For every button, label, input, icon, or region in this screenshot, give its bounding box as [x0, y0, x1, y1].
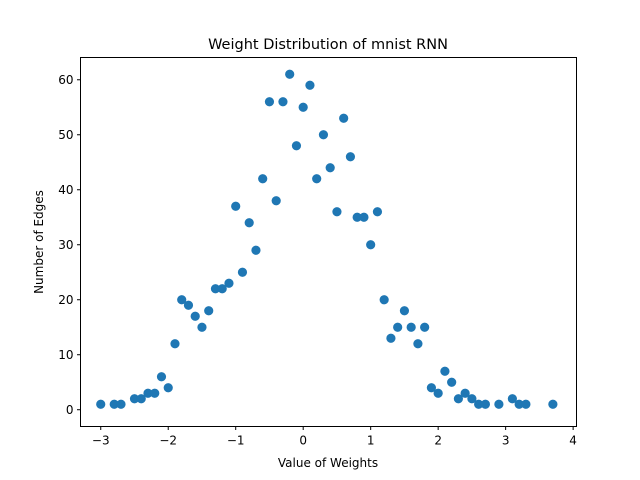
plot-frame	[80, 57, 577, 427]
data-points	[96, 69, 558, 409]
data-point	[393, 322, 403, 332]
data-point	[116, 399, 126, 409]
x-tick-label: −1	[227, 434, 245, 448]
y-tick-label: 60	[58, 73, 73, 87]
y-tick-label: 10	[58, 348, 73, 362]
data-point	[285, 69, 295, 79]
data-point	[480, 399, 490, 409]
data-point	[237, 267, 248, 277]
data-point	[352, 212, 362, 222]
x-tick-label: 3	[502, 434, 510, 448]
data-point	[244, 218, 254, 228]
data-point	[406, 322, 416, 332]
y-tick-label: 0	[66, 403, 74, 417]
data-point	[467, 394, 477, 404]
data-point	[494, 399, 504, 409]
data-point	[143, 388, 153, 398]
x-axis-ticks: −3 −2 −1 0 1 2 3 4	[92, 426, 577, 448]
data-point	[197, 322, 207, 332]
data-point	[332, 207, 342, 217]
y-tick-label: 40	[58, 183, 73, 197]
data-point	[156, 372, 167, 382]
data-point	[177, 295, 187, 305]
data-point	[433, 388, 443, 398]
data-point	[150, 388, 160, 398]
data-point	[129, 394, 140, 404]
data-point	[366, 240, 376, 250]
data-point	[426, 383, 437, 393]
data-point	[312, 174, 322, 184]
data-point	[278, 97, 288, 107]
x-axis-label: Value of Weights	[278, 456, 378, 470]
x-tick-label: −3	[92, 434, 110, 448]
data-point	[291, 141, 302, 151]
x-tick-label: −2	[159, 434, 177, 448]
data-point	[318, 130, 329, 140]
y-tick-label: 50	[58, 128, 73, 142]
data-point	[204, 306, 214, 316]
data-point	[170, 339, 180, 349]
y-tick-label: 30	[58, 238, 73, 252]
data-point	[372, 207, 383, 217]
data-point	[386, 333, 396, 343]
data-point	[163, 383, 173, 393]
data-point	[460, 388, 470, 398]
x-tick-label: 4	[569, 434, 577, 448]
x-tick-label: 0	[299, 434, 307, 448]
data-point	[399, 306, 410, 316]
data-point	[474, 399, 484, 409]
x-tick-label: 1	[367, 434, 375, 448]
y-tick-label: 20	[58, 293, 73, 307]
data-point	[109, 399, 119, 409]
data-point	[440, 366, 450, 376]
data-point	[136, 394, 146, 404]
data-point	[339, 113, 349, 123]
data-point	[420, 322, 430, 332]
data-point	[359, 212, 369, 222]
data-point	[521, 399, 531, 409]
y-axis-ticks: 0 10 20 30 40 50 60	[58, 73, 81, 417]
data-point	[453, 394, 463, 404]
data-point	[447, 377, 457, 387]
data-point	[298, 102, 308, 112]
data-point	[224, 278, 234, 288]
data-point	[271, 196, 281, 206]
chart-title: Weight Distribution of mnist RNN	[208, 37, 448, 53]
data-point	[345, 152, 356, 162]
data-point	[96, 399, 106, 409]
data-point	[548, 399, 558, 409]
data-point	[264, 97, 275, 107]
data-point	[507, 394, 517, 404]
data-point	[231, 201, 241, 211]
data-point	[305, 80, 315, 90]
data-point	[217, 284, 227, 294]
data-point	[514, 399, 524, 409]
data-point	[325, 163, 335, 173]
data-point	[379, 295, 389, 305]
data-point	[183, 300, 194, 310]
y-axis-label: Number of Edges	[32, 190, 46, 294]
data-point	[413, 339, 423, 349]
data-point	[190, 311, 200, 321]
data-point	[251, 245, 261, 255]
data-point	[258, 174, 268, 184]
data-point	[210, 284, 221, 294]
x-tick-label: 2	[434, 434, 442, 448]
